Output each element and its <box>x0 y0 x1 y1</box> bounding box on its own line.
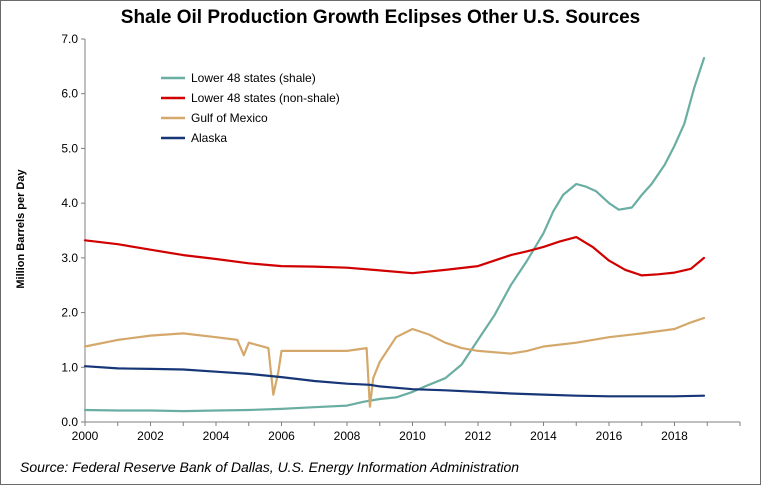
x-tick-label: 2018 <box>661 429 688 443</box>
x-tick-label: 2002 <box>137 429 164 443</box>
series-line-1 <box>83 236 706 277</box>
y-tick-label: 5.0 <box>61 141 78 155</box>
legend: Lower 48 states (shale) Lower 48 states (… <box>161 71 340 145</box>
x-tick-label: 2010 <box>399 429 426 443</box>
y-tick-label: 6.0 <box>61 87 78 101</box>
series-line-2 <box>83 316 706 408</box>
x-tick-label: 2008 <box>334 429 361 443</box>
x-tick-label: 2004 <box>203 429 230 443</box>
legend-label-0: Lower 48 states (shale) <box>191 71 316 85</box>
x-tick-label: 2012 <box>465 429 492 443</box>
y-tick-label: 4.0 <box>61 196 78 210</box>
x-tick-label: 2016 <box>596 429 623 443</box>
series-line-0 <box>83 56 706 413</box>
legend-label-2: Gulf of Mexico <box>191 111 268 125</box>
y-tick-label: 7.0 <box>61 32 78 46</box>
x-tick-label: 2000 <box>72 429 99 443</box>
series-line-3 <box>83 365 706 398</box>
y-tick-label: 3.0 <box>61 251 78 265</box>
x-tick-label: 2014 <box>530 429 557 443</box>
legend-label-1: Lower 48 states (non-shale) <box>191 91 340 105</box>
y-tick-label: 0.0 <box>61 415 78 429</box>
axes: 0.0 1.0 2.0 3.0 4.0 5.0 6.0 7.0 2000 2002 2004 2006… <box>61 32 741 443</box>
x-tick-label: 2006 <box>268 429 295 443</box>
y-tick-label: 1.0 <box>61 360 78 374</box>
source-note: Source: Federal Reserve Bank of Dallas, … <box>20 459 520 475</box>
legend-label-3: Alaska <box>191 131 227 145</box>
chart-title: Shale Oil Production Growth Eclipses Oth… <box>120 7 641 28</box>
y-tick-label: 2.0 <box>61 306 78 320</box>
series-lines <box>83 56 706 413</box>
